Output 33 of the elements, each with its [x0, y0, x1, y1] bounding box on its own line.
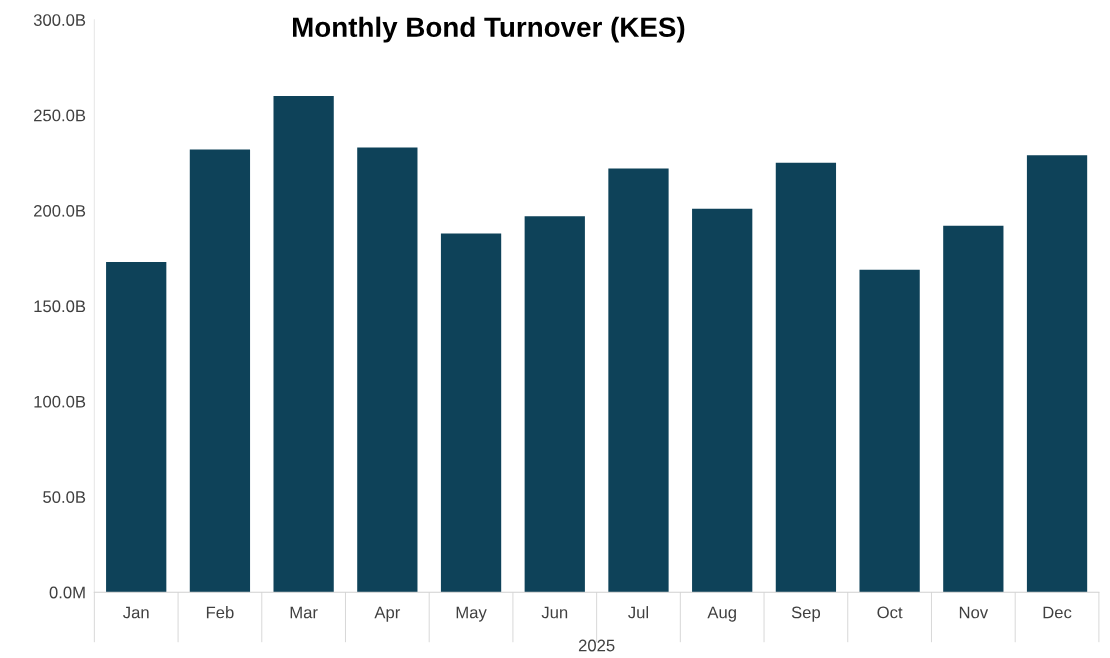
- chart-title: Monthly Bond Turnover (KES): [293, 16, 685, 43]
- x-axis-title: 2025: [578, 639, 615, 652]
- bar: [273, 96, 334, 593]
- bar: [189, 149, 251, 593]
- bar: [943, 225, 1004, 593]
- y-tick-label: 250.0B: [34, 109, 86, 122]
- bar: [775, 162, 837, 593]
- x-tick-label: Dec: [1043, 606, 1072, 619]
- x-tick-label: Aug: [707, 606, 736, 622]
- x-tick-label: Oct: [877, 606, 903, 619]
- bar: [692, 208, 753, 593]
- x-tick-label: Apr: [374, 606, 401, 622]
- x-tick-label: Mar: [290, 606, 318, 619]
- y-tick-label: 150.0B: [34, 300, 86, 313]
- bar: [1026, 155, 1088, 593]
- y-tick-label: 50.0B: [43, 491, 86, 503]
- x-tick-label: Jun: [541, 606, 568, 619]
- x-tick-label: Sep: [791, 606, 821, 622]
- bar: [106, 262, 167, 593]
- y-tick-label: 300.0B: [33, 14, 86, 26]
- bar: [440, 233, 502, 593]
- bar: [357, 147, 418, 593]
- y-tick-label: 0.0M: [49, 586, 85, 599]
- x-tick-label: Feb: [206, 606, 234, 619]
- y-tick-label: 200.0B: [34, 204, 86, 217]
- y-tick-label: 100.0B: [34, 395, 86, 408]
- bar: [859, 269, 920, 593]
- x-tick-label: Jul: [628, 606, 649, 619]
- x-tick-label: May: [456, 606, 487, 622]
- x-tick-label: Jan: [123, 606, 149, 619]
- bar: [608, 168, 669, 593]
- bar: [524, 216, 585, 593]
- x-tick-label: Nov: [959, 606, 989, 619]
